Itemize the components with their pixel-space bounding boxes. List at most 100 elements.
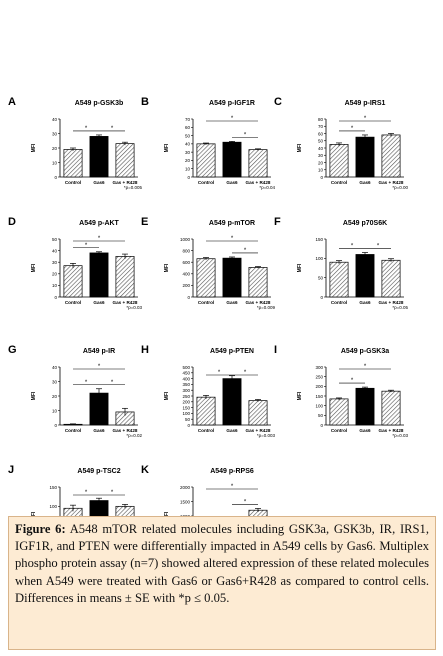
y-tick-label: 200 [182,400,190,405]
x-tick-label: Gas + R428 [113,428,138,433]
panel-letter: J [8,464,14,476]
y-tick-label: 100 [182,411,190,416]
y-tick-label: 60 [318,131,324,136]
p-value: *p=0.003 [257,433,276,438]
bar [89,392,109,426]
bar [329,144,349,178]
y-tick-label: 100 [315,403,323,408]
y-tick-label: 400 [182,376,190,381]
chart-title: A549 p70S6K [343,220,387,227]
y-axis-label: MFI [164,511,170,520]
chart-title: A549 p-PTEN [210,348,254,355]
significance-marker: * [244,499,247,505]
y-tick-label: 50 [318,275,324,280]
y-axis-label: MFI [164,263,170,272]
x-tick-label: Gas + R428 [379,300,404,305]
significance-marker: * [377,244,380,250]
x-tick-label: Gas6 [93,300,105,305]
x-tick-label: Control [65,428,81,433]
chart-title: A549 p-IRS1 [345,100,386,107]
significance-marker: * [85,126,88,132]
chart-title: A549 p-mTOR [209,220,255,227]
x-tick-label: Gas + R428 [113,300,138,305]
bar [329,398,349,426]
y-tick-label: 20 [185,158,191,163]
y-tick-label: 10 [52,408,58,413]
significance-marker: * [218,370,221,376]
y-tick-label: 1000 [180,237,191,242]
y-tick-label: 250 [315,374,323,379]
panel-letter: A [8,96,16,108]
bar [248,149,268,178]
y-tick-label: 600 [182,260,190,265]
y-tick-label: 400 [182,272,190,277]
significance-marker: * [111,126,114,132]
p-value: *p=0.02 [126,433,142,438]
y-tick-label: 10 [52,160,58,165]
x-tick-label: Gas6 [359,180,371,185]
panel-letter: B [141,96,149,108]
y-tick-label: 150 [49,485,57,490]
y-axis-label: MFI [164,143,170,152]
bar [381,134,401,178]
y-tick-label: 10 [185,167,191,172]
panel-letter: K [141,464,149,476]
chart-panel-h: H A549 p-PTEN 0501001502002503003504004505… [141,344,275,438]
y-tick-label: 40 [52,365,58,370]
p-value: *p=0.03 [392,433,408,438]
x-tick-label: Control [198,428,214,433]
y-tick-label: 0 [320,423,323,428]
panel-letter: D [8,216,16,228]
chart-title: A549 p-IGF1R [209,100,255,107]
y-axis-label: MFI [31,143,37,152]
y-tick-label: 250 [182,394,190,399]
y-tick-label: 80 [318,117,324,122]
y-tick-label: 50 [52,237,58,242]
y-tick-label: 20 [52,394,58,399]
y-tick-label: 150 [182,405,190,410]
y-tick-label: 40 [52,248,58,253]
p-value: *p=0.005 [124,185,143,190]
chart-title: A549 p-TSC2 [77,468,120,475]
x-tick-label: Control [198,180,214,185]
y-tick-label: 0 [54,295,57,300]
y-tick-label: 150 [315,394,323,399]
y-tick-label: 150 [315,237,323,242]
y-tick-label: 30 [52,379,58,384]
chart-panel-f: F A549 p70S6K 0 50 100 150 MFI Control Gas6 Gas +… [274,216,408,310]
significance-marker: * [85,243,88,249]
chart-panel-c: C A549 p-IRS1 0 10 20 30 40 50 60 70 80 MFI Control G… [274,96,408,190]
y-tick-label: 350 [182,382,190,387]
y-tick-label: 30 [52,260,58,265]
y-tick-label: 2000 [180,485,191,490]
bar [248,400,268,426]
chart-title: A549 p-IR [83,348,115,355]
panel-letter: G [8,344,17,356]
panel-letter: F [274,216,281,228]
x-tick-label: Gas + R428 [246,180,271,185]
chart-panel-b: B A549 p-IGF1R 0 10 20 30 40 50 60 70 MFI Control Ga… [141,96,275,190]
y-axis-label: MFI [164,391,170,400]
y-axis-label: MFI [297,391,303,400]
y-tick-label: 20 [52,146,58,151]
significance-marker: * [231,484,234,490]
bar [381,259,401,298]
x-tick-label: Control [198,300,214,305]
bar [63,149,83,178]
y-tick-label: 40 [185,142,191,147]
y-tick-label: 500 [182,365,190,370]
bar [248,267,268,298]
x-tick-label: Gas6 [93,180,105,185]
y-tick-label: 10 [318,168,324,173]
y-axis-label: MFI [31,391,37,400]
bar [63,265,83,298]
bar [329,261,349,298]
x-tick-label: Gas6 [93,428,105,433]
significance-marker: * [111,380,114,386]
significance-marker: * [244,248,247,254]
figure-caption: Figure 6: A548 mTOR related molecules in… [8,516,436,650]
bar [355,254,375,298]
x-tick-label: Gas + R428 [246,300,271,305]
significance-marker: * [364,364,367,370]
